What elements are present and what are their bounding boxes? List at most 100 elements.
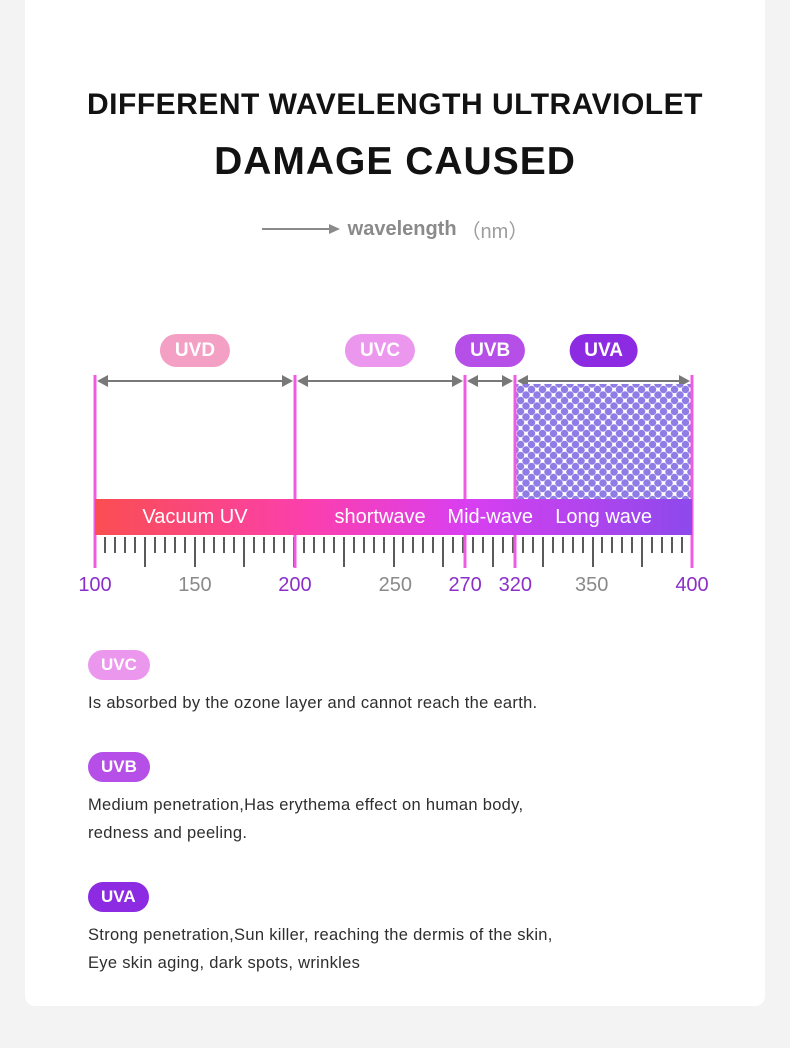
ruler-tick bbox=[452, 537, 455, 553]
ruler-tick bbox=[541, 537, 544, 567]
ruler-tick bbox=[551, 537, 554, 553]
section-uva-line-1: Strong penetration,Sun killer, reaching … bbox=[88, 926, 553, 944]
section-pill-uvb: UVB bbox=[88, 752, 150, 782]
ruler-tick bbox=[492, 537, 494, 567]
guide-line-400nm bbox=[690, 375, 694, 568]
ruler-tick bbox=[352, 537, 355, 553]
ruler-tick bbox=[243, 537, 246, 567]
bar-label-vacuum-uv: Vacuum UV bbox=[142, 506, 248, 528]
ruler-tick bbox=[641, 537, 644, 567]
ruler-tick bbox=[273, 537, 276, 553]
ruler-tick bbox=[521, 537, 524, 553]
ruler-tick bbox=[332, 537, 335, 553]
ruler-tick bbox=[103, 537, 106, 553]
ruler-tick bbox=[193, 537, 196, 567]
ruler-tick bbox=[143, 537, 146, 567]
scale-number-400: 400 bbox=[675, 574, 709, 596]
content-card: DIFFERENT WAVELENGTH ULTRAVIOLET DAMAGE … bbox=[25, 0, 765, 1006]
ruler-tick bbox=[133, 537, 136, 553]
dimension-arrow-uvb bbox=[467, 375, 514, 387]
ruler-tick bbox=[223, 537, 226, 553]
dimension-arrow-uva bbox=[517, 375, 690, 387]
ruler-tick bbox=[342, 537, 345, 567]
ruler-tick bbox=[531, 537, 534, 553]
section-uva-line-2: Eye skin aging, dark spots, wrinkles bbox=[88, 954, 361, 972]
section-uvb-line-1: Medium penetration,Has erythema effect o… bbox=[88, 796, 524, 814]
bar-label-shortwave: shortwave bbox=[334, 506, 426, 528]
dimension-arrow-shaft bbox=[104, 380, 286, 382]
band-pill-uvb: UVB bbox=[455, 334, 526, 367]
dimension-arrow-uvd bbox=[97, 375, 293, 387]
ruler-tick bbox=[302, 537, 305, 553]
axis-unit-label: （nm） bbox=[460, 220, 529, 243]
ruler-tick bbox=[651, 537, 654, 553]
ruler-tick bbox=[432, 537, 435, 553]
section-uva: UVA Strong penetration,Sun killer, reachi… bbox=[88, 882, 708, 977]
scale-number-100: 100 bbox=[78, 574, 112, 596]
band-pill-uva: UVA bbox=[569, 334, 638, 367]
ruler-tick bbox=[681, 537, 684, 553]
ruler-tick bbox=[153, 537, 156, 553]
ruler-tick bbox=[591, 537, 594, 567]
ruler-tick bbox=[263, 537, 266, 553]
section-uvb: UVB Medium penetration,Has erythema effec… bbox=[88, 752, 708, 847]
section-pill-uvc: UVC bbox=[88, 650, 150, 680]
guide-line-320nm bbox=[513, 375, 517, 568]
ruler-tick bbox=[213, 537, 216, 553]
ruler-tick bbox=[631, 537, 634, 553]
page-title-line1: DIFFERENT WAVELENGTH ULTRAVIOLET bbox=[87, 88, 703, 121]
ruler-tick bbox=[661, 537, 664, 553]
dimension-arrow-uvc bbox=[296, 375, 464, 387]
axis-caption-label: wavelength bbox=[347, 217, 457, 240]
section-uvc: UVC Is absorbed by the ozone layer and ca… bbox=[88, 650, 708, 717]
wavelength-diagram: UVD UVC UVB UVA Vacuum UV shortwave Mid-wave L… bbox=[78, 334, 709, 606]
dimension-arrow-shaft bbox=[303, 380, 457, 382]
ruler-tick bbox=[322, 537, 325, 553]
ruler-tick bbox=[422, 537, 425, 553]
ruler-tick bbox=[253, 537, 256, 553]
ruler-tick bbox=[372, 537, 375, 553]
ruler-tick bbox=[462, 537, 465, 553]
ruler-tick bbox=[581, 537, 584, 553]
band-pill-uvc: UVC bbox=[345, 334, 416, 367]
ruler-tick bbox=[501, 537, 504, 553]
dimension-arrow-shaft bbox=[524, 380, 683, 382]
axis-caption-row: wavelength （nm） bbox=[25, 214, 765, 244]
ruler-tick bbox=[671, 537, 674, 553]
ruler-tick bbox=[163, 537, 166, 553]
ruler-tick bbox=[123, 537, 126, 553]
dimension-arrow-shaft bbox=[474, 380, 507, 382]
section-pill-uva: UVA bbox=[88, 882, 149, 912]
ruler-ticks bbox=[94, 537, 693, 569]
guide-line-200nm bbox=[293, 375, 297, 568]
ruler-tick bbox=[472, 537, 475, 553]
uva-dot-pattern-region bbox=[515, 384, 692, 499]
ruler-tick bbox=[511, 537, 514, 553]
ruler-tick bbox=[283, 537, 286, 553]
ruler-tick bbox=[442, 537, 445, 567]
ruler-tick bbox=[203, 537, 206, 553]
scale-number-150: 150 bbox=[178, 574, 212, 596]
ruler-tick bbox=[382, 537, 385, 553]
scale-number-250: 250 bbox=[378, 574, 412, 596]
bar-label-mid-wave: Mid-wave bbox=[447, 506, 533, 528]
page-title-line2: DAMAGE CAUSED bbox=[214, 140, 576, 183]
uv-description-sections: UVC Is absorbed by the ozone layer and ca… bbox=[88, 650, 708, 977]
guide-line-270nm bbox=[463, 375, 467, 568]
band-pill-uvd: UVD bbox=[159, 334, 231, 367]
section-uvb-line-2: redness and peeling. bbox=[88, 824, 248, 842]
ruler-tick bbox=[482, 537, 485, 553]
ruler-tick bbox=[571, 537, 574, 553]
ruler-tick bbox=[621, 537, 624, 553]
ruler-tick bbox=[113, 537, 116, 553]
ruler-tick bbox=[233, 537, 236, 553]
ruler-tick bbox=[561, 537, 564, 553]
ruler-tick bbox=[412, 537, 415, 553]
ruler-tick bbox=[601, 537, 604, 553]
section-uvc-line-1: Is absorbed by the ozone layer and canno… bbox=[88, 694, 538, 712]
spectrum-gradient-bar bbox=[95, 499, 692, 535]
ruler-tick bbox=[402, 537, 405, 553]
ruler-tick bbox=[312, 537, 315, 553]
ruler-tick bbox=[392, 537, 395, 567]
scale-number-270: 270 bbox=[448, 574, 482, 596]
